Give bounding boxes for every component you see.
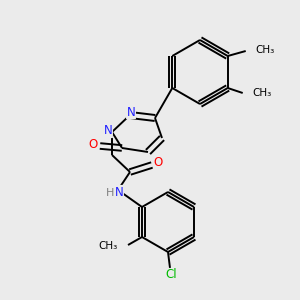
Text: N: N (103, 124, 112, 137)
Text: N: N (115, 185, 123, 199)
Text: O: O (153, 155, 163, 169)
Text: N: N (127, 106, 135, 118)
Text: O: O (88, 139, 98, 152)
Text: CH₃: CH₃ (256, 45, 275, 55)
Text: CH₃: CH₃ (99, 241, 118, 251)
Text: Cl: Cl (165, 268, 177, 281)
Text: CH₃: CH₃ (253, 88, 272, 98)
Text: H: H (106, 188, 114, 198)
